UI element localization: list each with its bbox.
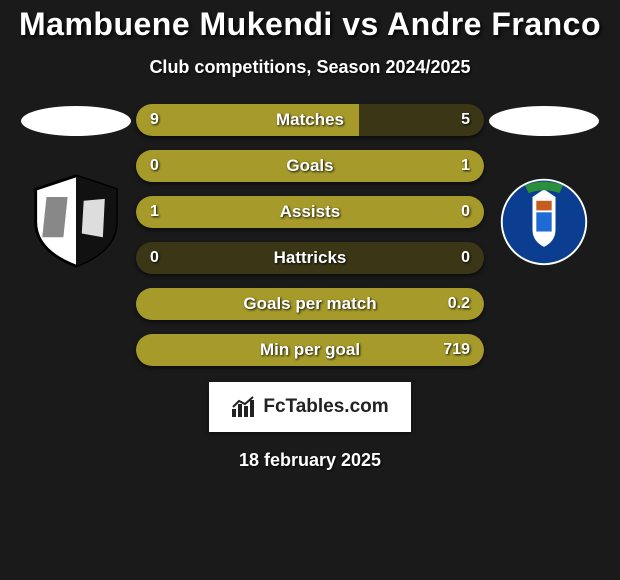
right-club-crest [496, 172, 592, 268]
stat-row: 10Assists [136, 196, 484, 228]
left-player-photo-placeholder [21, 106, 131, 136]
stats-column: 95Matches 01Goals 10Assists 00Hattricks 0.2G… [136, 104, 484, 366]
stat-row: 00Hattricks [136, 242, 484, 274]
left-player-col [16, 104, 136, 268]
date-label: 18 february 2025 [239, 450, 381, 471]
stat-row: 719Min per goal [136, 334, 484, 366]
stat-row: 0.2Goals per match [136, 288, 484, 320]
stat-row: 95Matches [136, 104, 484, 136]
stat-label: Min per goal [136, 334, 484, 366]
stat-row: 01Goals [136, 150, 484, 182]
left-club-crest [28, 172, 124, 268]
brand-badge[interactable]: FcTables.com [209, 382, 411, 432]
bar-chart-icon [231, 396, 257, 418]
main-row: 95Matches 01Goals 10Assists 00Hattricks 0.2G… [0, 104, 620, 366]
porto-crest-icon [496, 172, 592, 268]
page-title: Mambuene Mukendi vs Andre Franco [19, 6, 601, 43]
right-player-photo-placeholder [489, 106, 599, 136]
brand-text: FcTables.com [263, 396, 388, 418]
right-player-col [484, 104, 604, 268]
stat-label: Assists [136, 196, 484, 228]
stat-label: Hattricks [136, 242, 484, 274]
stat-label: Goals [136, 150, 484, 182]
stat-label: Matches [136, 104, 484, 136]
vitoria-crest-icon [28, 172, 124, 268]
page-subtitle: Club competitions, Season 2024/2025 [149, 57, 470, 78]
comparison-card: Mambuene Mukendi vs Andre Franco Club co… [0, 0, 620, 580]
stat-label: Goals per match [136, 288, 484, 320]
